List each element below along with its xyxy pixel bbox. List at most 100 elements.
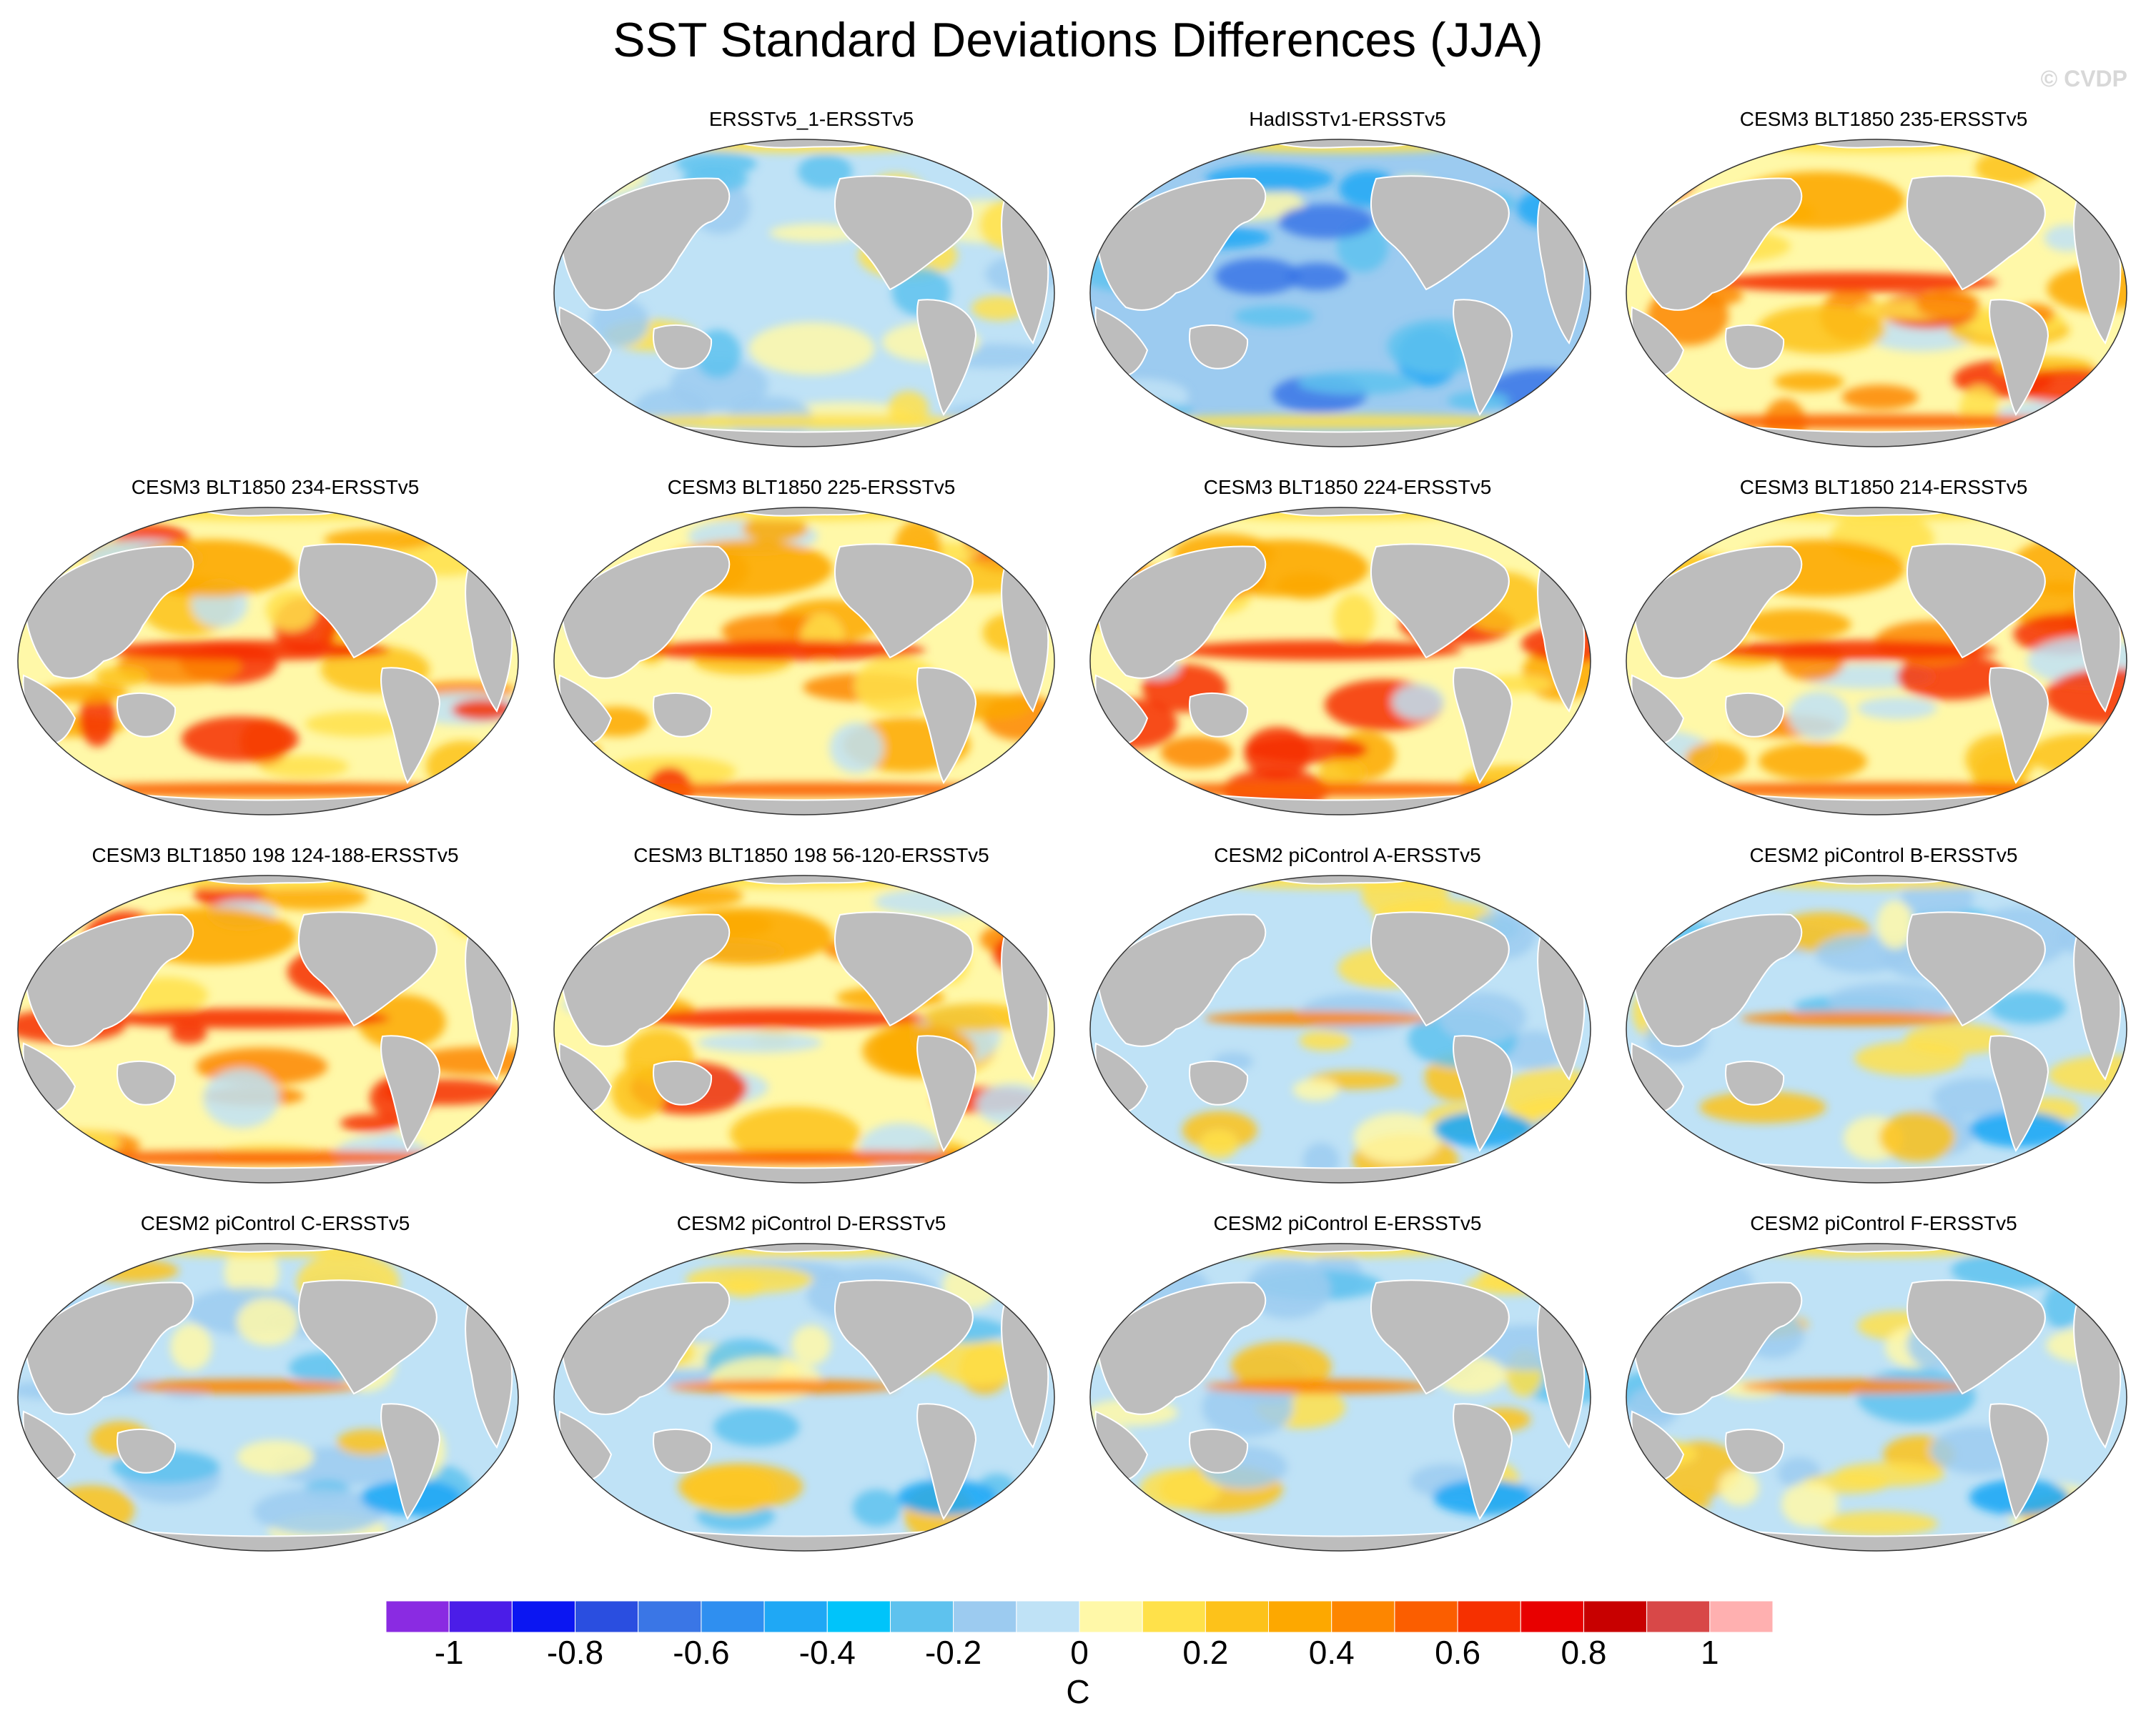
sst-difference-map [553, 1243, 1055, 1552]
colorbar-tick-label: 0.4 [1308, 1634, 1355, 1671]
anomaly-patch [1916, 289, 1980, 320]
landmass [1096, 1281, 1267, 1415]
southern-ocean-band [1126, 415, 1555, 429]
panel-title: CESM2 piControl F-ERSSTv5 [1750, 1212, 2017, 1234]
sst-difference-map [1626, 139, 2127, 447]
colorbar-swatch [1583, 1601, 1648, 1632]
landmass [916, 1035, 977, 1152]
anomaly-patch [791, 1325, 831, 1365]
anomaly-patch [713, 1408, 800, 1447]
map-outline [17, 507, 519, 815]
landmass [24, 1281, 194, 1415]
map-outline [1626, 875, 2127, 1184]
panel-title: CESM3 BLT1850 198 124-188-ERSSTv5 [92, 844, 459, 866]
anomaly-patch [1278, 204, 1375, 239]
anomaly-patch [18, 876, 122, 916]
sst-difference-map [1089, 875, 1591, 1184]
anomaly-patch [967, 515, 1054, 553]
anomaly-patch [1781, 1481, 1839, 1527]
map-outline [553, 507, 1055, 815]
southern-ocean-band [568, 1151, 1040, 1165]
colorbar-swatch [1331, 1601, 1395, 1632]
colorbar-swatch [1205, 1601, 1270, 1632]
anomaly-patch [1816, 1511, 1939, 1537]
colorbar-swatch [826, 1601, 891, 1632]
anomaly-patch [1788, 691, 1849, 740]
map-outline [553, 875, 1055, 1184]
map-outline [1089, 875, 1591, 1184]
anomaly-patch [56, 1130, 121, 1156]
colorbar-swatch [386, 1601, 450, 1632]
equatorial-anomaly-band [1712, 272, 1998, 292]
anomaly-patch [1834, 1462, 1945, 1487]
panel-title: CESM2 piControl B-ERSSTv5 [1749, 844, 2018, 866]
colorbar-swatch [1079, 1601, 1143, 1632]
panel-title: CESM3 BLT1850 225-ERSSTv5 [667, 476, 956, 498]
landmass [1989, 667, 2049, 784]
anomaly-patch [1215, 258, 1301, 294]
landmass [1907, 543, 2046, 659]
map-outline [1626, 139, 2127, 447]
anomaly-patch [1740, 608, 1851, 640]
colorbar-swatch [953, 1601, 1017, 1632]
map-panel: CESM3 BLT1850 225-ERSSTv5 [547, 475, 1076, 833]
landmass [1989, 1403, 2049, 1520]
anomaly-patch [305, 711, 408, 737]
anomaly-patch [236, 1298, 299, 1346]
landmass [1725, 1061, 1785, 1106]
colorbar-swatch [511, 1601, 576, 1632]
anomaly-patch [87, 1259, 179, 1282]
colorbar-swatch [448, 1601, 513, 1632]
landmass [653, 1429, 713, 1474]
map-panel: CESM2 piControl C-ERSSTv5 [11, 1211, 540, 1569]
map-panel: CESM2 piControl B-ERSSTv5 [1619, 843, 2148, 1201]
anomaly-patch [425, 740, 501, 792]
landmass [1632, 1281, 1803, 1415]
colorbar-swatch [575, 1601, 639, 1632]
landmass [117, 1429, 177, 1474]
equatorial-anomaly-band [104, 1008, 390, 1028]
anomaly-patch [1699, 1091, 1826, 1124]
sst-difference-map [1626, 875, 2127, 1184]
landmass [117, 693, 177, 738]
anomaly-patch [336, 1429, 397, 1456]
colorbar-tick-label: -0.8 [546, 1634, 604, 1671]
landmass [1096, 913, 1267, 1047]
southern-ocean-band [32, 1151, 504, 1165]
colorbar-tick-label: -0.6 [673, 1634, 730, 1671]
anomaly-patch [340, 1114, 402, 1132]
landmass [1453, 1035, 1513, 1152]
anomaly-patch [181, 716, 299, 762]
panel-title: ERSSTv5_1-ERSSTv5 [708, 108, 914, 130]
anomaly-patch [1841, 385, 1919, 410]
sst-difference-map [553, 507, 1055, 815]
landmass [1989, 1035, 2049, 1152]
anomaly-patch [1827, 982, 1954, 1020]
anomaly-patch [1299, 1030, 1351, 1051]
anomaly-patch [1532, 1116, 1583, 1138]
anomaly-patch [224, 1245, 280, 1299]
panel-title: CESM3 BLT1850 214-ERSSTv5 [1739, 476, 2028, 498]
landmass [1096, 545, 1267, 679]
anomaly-patch [1626, 147, 1697, 202]
map-outline [1089, 139, 1591, 447]
anomaly-patch [1879, 1112, 1956, 1162]
anomaly-patch [1684, 742, 1748, 778]
anomaly-patch [1549, 1128, 1591, 1173]
colorbar-swatch [763, 1601, 828, 1632]
landmass [1989, 299, 2049, 416]
map-outline [553, 139, 1055, 447]
colorbar-tick-label: 0 [1070, 1634, 1089, 1671]
sst-difference-map [1089, 507, 1591, 815]
anomaly-patch [2048, 1055, 2127, 1095]
landmass [1189, 1061, 1249, 1106]
anomaly-patch [1333, 593, 1375, 644]
anomaly-patch [1478, 1263, 1556, 1291]
landmass [1725, 1429, 1785, 1474]
landmass [916, 299, 977, 416]
anomaly-patch [18, 1124, 74, 1183]
anomaly-patch [1758, 742, 1867, 780]
map-panel: CESM2 piControl E-ERSSTv5 [1083, 1211, 1612, 1569]
colorbar-swatch [1268, 1601, 1332, 1632]
sst-difference-map [17, 507, 519, 815]
